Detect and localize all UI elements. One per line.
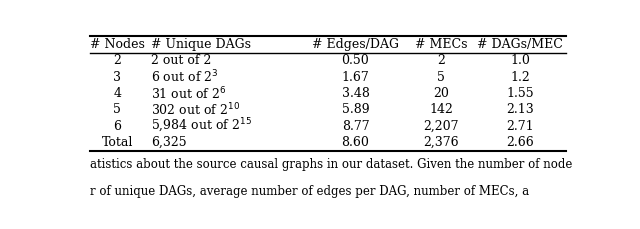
Text: 6 out of 2$^{3}$: 6 out of 2$^{3}$: [151, 69, 218, 85]
Text: 302 out of 2$^{10}$: 302 out of 2$^{10}$: [151, 102, 240, 118]
Text: 2,376: 2,376: [423, 136, 459, 149]
Text: 3.48: 3.48: [342, 87, 369, 100]
Text: # Unique DAGs: # Unique DAGs: [151, 38, 251, 51]
Text: # DAGs/MEC: # DAGs/MEC: [477, 38, 563, 51]
Text: 1.67: 1.67: [342, 71, 369, 84]
Text: 5: 5: [113, 104, 122, 117]
Text: # Edges/DAG: # Edges/DAG: [312, 38, 399, 51]
Text: Total: Total: [102, 136, 133, 149]
Text: 1.2: 1.2: [511, 71, 530, 84]
Text: 4: 4: [113, 87, 122, 100]
Text: # MECs: # MECs: [415, 38, 467, 51]
Text: 2.71: 2.71: [506, 120, 534, 133]
Text: 8.60: 8.60: [342, 136, 369, 149]
Text: 1.55: 1.55: [506, 87, 534, 100]
Text: 5,984 out of 2$^{15}$: 5,984 out of 2$^{15}$: [151, 117, 252, 135]
Text: 6: 6: [113, 120, 122, 133]
Text: 2: 2: [113, 54, 122, 67]
Text: 31 out of 2$^{6}$: 31 out of 2$^{6}$: [151, 85, 227, 102]
Text: 2: 2: [437, 54, 445, 67]
Text: 20: 20: [433, 87, 449, 100]
Text: 2.66: 2.66: [506, 136, 534, 149]
Text: 0.50: 0.50: [342, 54, 369, 67]
Text: 5.89: 5.89: [342, 104, 369, 117]
Text: r of unique DAGs, average number of edges per DAG, number of MECs, a: r of unique DAGs, average number of edge…: [90, 185, 529, 198]
Text: 142: 142: [429, 104, 453, 117]
Text: 3: 3: [113, 71, 122, 84]
Text: 1.0: 1.0: [510, 54, 530, 67]
Text: 8.77: 8.77: [342, 120, 369, 133]
Text: 2.13: 2.13: [506, 104, 534, 117]
Text: 2,207: 2,207: [423, 120, 459, 133]
Text: 6,325: 6,325: [151, 136, 186, 149]
Text: atistics about the source causal graphs in our dataset. Given the number of node: atistics about the source causal graphs …: [90, 158, 572, 171]
Text: 2 out of 2: 2 out of 2: [151, 54, 211, 67]
Text: 5: 5: [437, 71, 445, 84]
Text: # Nodes: # Nodes: [90, 38, 145, 51]
